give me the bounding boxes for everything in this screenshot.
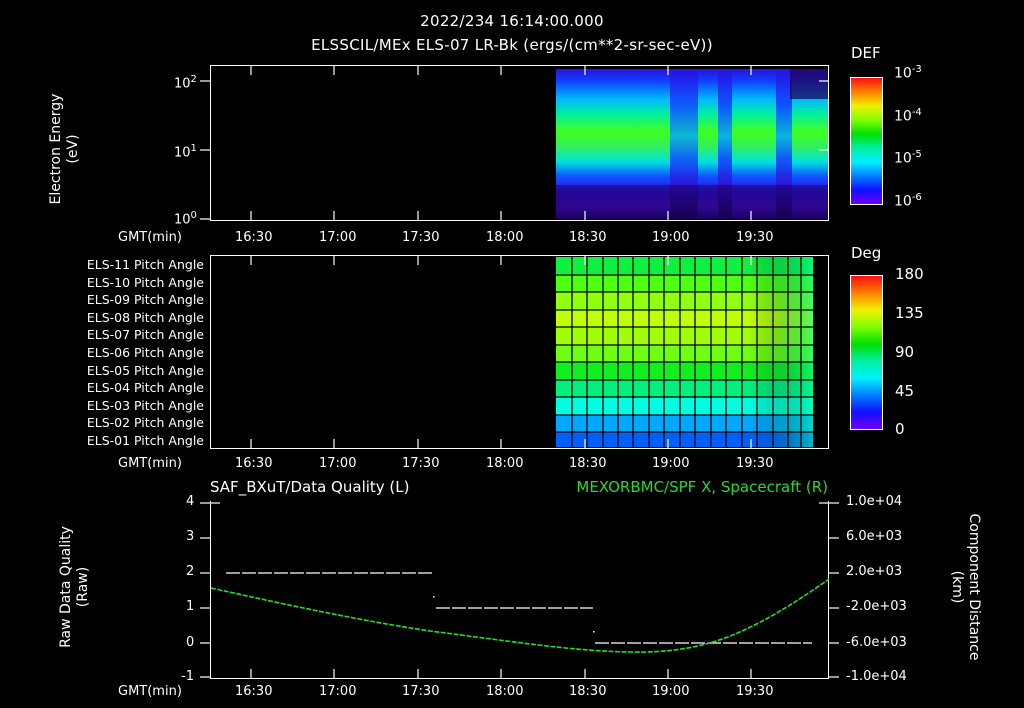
spf-ytick-2e3: 2.0e+03 <box>846 564 903 579</box>
def-colorbar-title: DEF <box>851 44 881 62</box>
time-tick-1730-p2: 17:30 <box>402 456 440 471</box>
deg-colorbar <box>850 275 883 430</box>
time-tick-1800-p3: 18:00 <box>486 684 524 699</box>
time-tick-1730: 17:30 <box>402 230 440 245</box>
gmt-axis-label-1: GMT(min) <box>118 230 182 245</box>
spf-x-series <box>210 578 830 653</box>
row-label-els-06: ELS-06 Pitch Angle <box>86 344 204 360</box>
spf-ytick-neg6e3: -6.0e+03 <box>846 635 907 650</box>
row-label-els-05: ELS-05 Pitch Angle <box>86 362 204 378</box>
def-tick-1e-5: 10-5 <box>894 149 922 167</box>
time-tick-1800: 18:00 <box>486 230 524 245</box>
spf-ytick-6e3: 6.0e+03 <box>846 529 903 544</box>
deg-tick-45: 45 <box>895 382 915 400</box>
deg-tick-180: 180 <box>895 265 924 283</box>
dq-ytick-4: 4 <box>186 494 195 509</box>
plot-timestamp: 2022/234 16:14:00.000 <box>420 12 604 30</box>
dq-ytick-1: 1 <box>186 599 195 614</box>
def-tick-1e-3: 10-3 <box>894 64 922 82</box>
energy-ytick-1: 100 <box>174 210 197 228</box>
time-tick-1830: 18:30 <box>569 230 607 245</box>
time-tick-1900-p2: 19:00 <box>652 456 690 471</box>
row-label-els-02: ELS-02 Pitch Angle <box>86 415 204 431</box>
time-tick-1900-p3: 19:00 <box>652 684 690 699</box>
deg-tick-135: 135 <box>895 304 924 322</box>
time-tick-1930-p2: 19:30 <box>736 456 774 471</box>
def-colorbar <box>850 77 883 205</box>
component-distance-ylabel: Component Distance (km) <box>949 513 982 661</box>
def-tick-1e-4: 10-4 <box>894 107 922 125</box>
time-tick-1630-p3: 16:30 <box>235 684 273 699</box>
time-tick-1630-p2: 16:30 <box>235 456 273 471</box>
time-tick-1930: 19:30 <box>736 230 774 245</box>
dq-ytick-2: 2 <box>186 564 195 579</box>
dq-ytick-3: 3 <box>186 529 195 544</box>
time-tick-1930-p3: 19:30 <box>736 684 774 699</box>
gmt-axis-label-3: GMT(min) <box>118 684 182 699</box>
row-label-els-11: ELS-11 Pitch Angle <box>86 257 204 272</box>
energy-axis-ticks <box>200 65 829 221</box>
spf-ytick-1e4: 1.0e+04 <box>846 494 903 509</box>
data-quality-lines <box>200 502 839 679</box>
time-tick-1700: 17:00 <box>319 230 357 245</box>
row-label-els-04: ELS-04 Pitch Angle <box>86 380 204 396</box>
spf-x-title: MEXORBMC/SPF X, Spacecraft (R) <box>576 478 828 496</box>
data-quality-plot[interactable] <box>200 501 839 679</box>
energy-spectrogram-heatmap <box>556 69 828 219</box>
pitch-angle-heatmap <box>250 255 813 449</box>
energy-ytick-100: 102 <box>174 74 197 92</box>
time-tick-1700-p3: 17:00 <box>319 684 357 699</box>
time-tick-1700-p2: 17:00 <box>319 456 357 471</box>
row-label-els-03: ELS-03 Pitch Angle <box>86 397 204 413</box>
dq-ytick-0: 0 <box>186 635 195 650</box>
time-tick-1630: 16:30 <box>235 230 273 245</box>
data-quality-series <box>226 572 812 644</box>
row-label-els-10: ELS-10 Pitch Angle <box>86 274 204 290</box>
energy-ytick-10: 101 <box>174 143 197 161</box>
time-tick-1830-p2: 18:30 <box>569 456 607 471</box>
time-tick-1730-p3: 17:30 <box>402 684 440 699</box>
data-quality-title: SAF_BXuT/Data Quality (L) <box>210 478 410 496</box>
row-label-els-07: ELS-07 Pitch Angle <box>86 327 204 343</box>
spf-ytick-neg1e4: -1.0e+04 <box>846 669 907 684</box>
def-tick-1e-6: 10-6 <box>894 192 922 210</box>
deg-colorbar-title: Deg <box>851 244 882 262</box>
dq-ytick-neg1: -1 <box>181 669 194 684</box>
time-tick-1800-p2: 18:00 <box>486 456 524 471</box>
spf-ytick-neg2e3: -2.0e+03 <box>846 599 907 614</box>
energy-spectrogram-plot[interactable] <box>200 65 829 221</box>
time-tick-1900: 19:00 <box>652 230 690 245</box>
row-label-els-01: ELS-01 Pitch Angle <box>86 432 204 448</box>
row-label-els-08: ELS-08 Pitch Angle <box>86 309 204 325</box>
energy-ylabel: Electron Energy (eV) <box>48 93 81 205</box>
time-tick-1830-p3: 18:30 <box>569 684 607 699</box>
row-label-els-09: ELS-09 Pitch Angle <box>86 292 204 308</box>
pitch-angle-plot[interactable] <box>210 255 829 449</box>
deg-tick-90: 90 <box>895 343 915 361</box>
data-quality-ylabel: Raw Data Quality (Raw) <box>58 526 91 648</box>
gmt-axis-label-2: GMT(min) <box>118 456 182 471</box>
plot-subtitle: ELSSCIL/MEx ELS-07 LR-Bk (ergs/(cm**2-sr… <box>311 36 713 54</box>
pitch-angle-row-labels: ELS-11 Pitch Angle ELS-10 Pitch Angle EL… <box>44 256 204 450</box>
deg-tick-0: 0 <box>895 420 905 438</box>
